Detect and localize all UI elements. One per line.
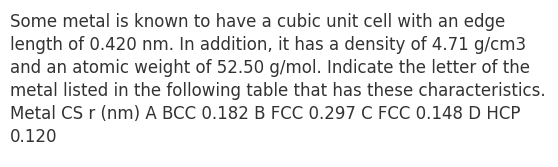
- Text: Some metal is known to have a cubic unit cell with an edge
length of 0.420 nm. I: Some metal is known to have a cubic unit…: [10, 13, 546, 145]
